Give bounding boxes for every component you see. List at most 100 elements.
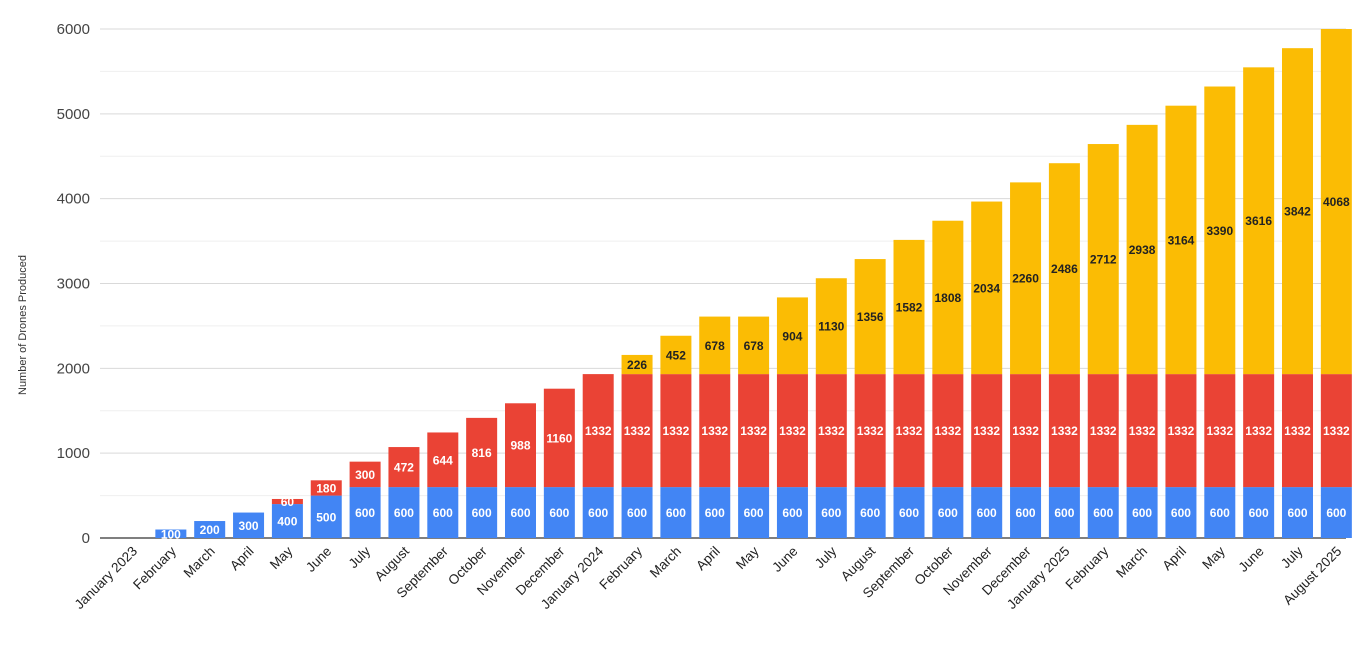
bar-segment-2: [776, 374, 808, 488]
bar-segment-2: [1087, 374, 1119, 488]
data-label: 300: [355, 468, 375, 482]
data-label: 600: [821, 506, 841, 520]
data-label: 2034: [973, 281, 1000, 295]
bar-segment-3: [1320, 29, 1352, 375]
data-label: 600: [1171, 506, 1191, 520]
bar-segment-1: [699, 487, 731, 538]
data-label: 600: [549, 506, 569, 520]
bar-segment-1: [1204, 487, 1236, 538]
data-label: 600: [355, 506, 375, 520]
bar-segment-1: [893, 487, 925, 538]
bar-segment-2: [349, 461, 381, 488]
bar-segment-1: [1126, 487, 1158, 538]
data-label: 472: [394, 461, 414, 475]
bar-segment-2: [660, 374, 692, 488]
data-label: 1332: [1012, 424, 1039, 438]
bar-segment-2: [932, 374, 964, 488]
bar-segment-1: [971, 487, 1003, 538]
data-label: 600: [510, 506, 530, 520]
y-tick-label: 3000: [57, 276, 90, 293]
bar-segment-1: [1048, 487, 1080, 538]
bar-segment-3: [1204, 86, 1236, 375]
y-tick-label: 6000: [57, 21, 90, 38]
data-label: 1332: [1206, 424, 1233, 438]
data-label: 1332: [701, 424, 728, 438]
data-label: 3164: [1168, 233, 1195, 247]
bar-segment-1: [388, 487, 420, 538]
y-axis-label: Number of Drones Produced: [17, 255, 29, 395]
x-tick-label: July: [812, 543, 840, 571]
bar-segment-2: [388, 447, 420, 488]
bar-segment-1: [815, 487, 847, 538]
data-label: 452: [666, 348, 686, 362]
bar-segment-1: [776, 487, 808, 538]
data-label: 1332: [1245, 424, 1272, 438]
bar-segment-1: [543, 487, 575, 538]
bar-segment-2: [893, 374, 925, 488]
data-label: 1332: [1168, 424, 1195, 438]
data-label: 3842: [1284, 205, 1311, 219]
bar-segment-3: [699, 316, 731, 375]
bar-segment-1: [738, 487, 770, 538]
bar-segment-2: [815, 374, 847, 488]
data-label: 1332: [857, 424, 884, 438]
bar-segment-3: [854, 259, 886, 375]
bar-segment-2: [271, 498, 303, 505]
data-label: 600: [860, 506, 880, 520]
bar-segment-3: [1126, 124, 1158, 375]
bar-segment-3: [932, 220, 964, 375]
data-label: 600: [1249, 506, 1269, 520]
bar-segment-1: [660, 487, 692, 538]
data-label: 1130: [818, 320, 844, 334]
x-tick-label: April: [227, 544, 257, 574]
bar-segment-1: [582, 487, 614, 538]
bar-segment-1: [621, 487, 653, 538]
data-label: 2712: [1090, 253, 1117, 267]
bar-segment-3: [1010, 182, 1042, 375]
bar-segment-1: [427, 487, 459, 538]
bar-segment-3: [1282, 48, 1313, 375]
data-label: 1356: [857, 310, 884, 324]
bar-segment-2: [1126, 374, 1158, 488]
data-label: 226: [627, 358, 647, 372]
data-label: 600: [666, 506, 686, 520]
x-tick-label: June: [769, 544, 800, 575]
data-label: 1332: [779, 424, 806, 438]
x-tick-label: April: [1159, 544, 1189, 574]
bar-segment-2: [699, 374, 731, 488]
bar-segment-2: [1204, 374, 1236, 488]
data-label: 600: [1093, 506, 1113, 520]
data-label: 1808: [934, 291, 961, 305]
bar-segment-2: [971, 374, 1003, 488]
data-label: 400: [277, 515, 297, 529]
bar-segment-2: [1282, 374, 1313, 488]
x-tick-label: March: [647, 544, 684, 581]
data-label: 60: [281, 495, 295, 509]
bar-segment-1: [155, 529, 187, 538]
x-tick-label: June: [303, 544, 334, 575]
data-label: 600: [938, 506, 958, 520]
data-label: 500: [316, 510, 336, 524]
x-tick-label: June: [1235, 544, 1266, 575]
data-label: 600: [394, 506, 414, 520]
bar-segment-2: [621, 374, 653, 488]
bar-segment-1: [932, 487, 964, 538]
bar-segment-2: [427, 432, 459, 488]
bar-segment-3: [815, 278, 847, 375]
data-label: 1332: [1284, 424, 1311, 438]
data-label: 1332: [934, 424, 961, 438]
data-label: 1332: [1129, 424, 1156, 438]
data-label: 600: [472, 506, 492, 520]
data-label: 600: [1132, 506, 1152, 520]
bar-segment-3: [893, 239, 925, 375]
bar-segment-2: [1320, 374, 1352, 488]
bar-segment-2: [1048, 374, 1080, 488]
y-tick-label: 0: [82, 530, 90, 547]
data-label: 600: [977, 506, 997, 520]
y-tick-label: 4000: [57, 191, 90, 208]
bar-segment-3: [660, 335, 692, 375]
bar-segment-3: [1048, 163, 1080, 375]
bar-segment-1: [466, 487, 498, 538]
bar-segment-2: [854, 374, 886, 488]
data-label: 600: [1016, 506, 1036, 520]
